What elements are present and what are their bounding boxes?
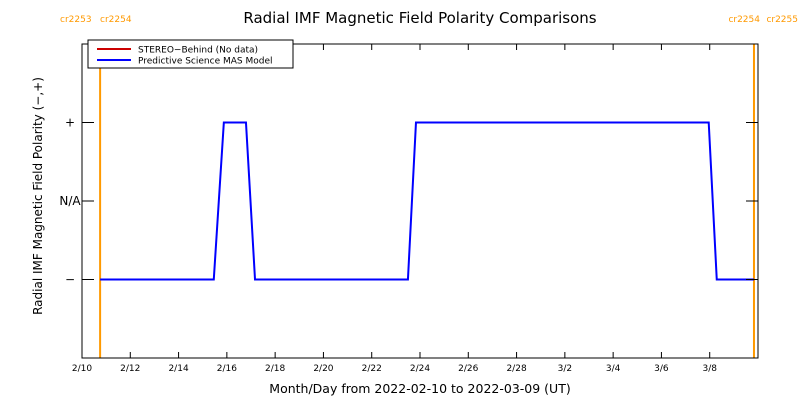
x-tick-label: 2/12 — [120, 364, 140, 374]
x-tick-label: 2/20 — [313, 364, 333, 374]
y-tick-label: N/A — [59, 194, 81, 208]
x-tick-label: 2/10 — [72, 364, 92, 374]
x-axis-label: Month/Day from 2022-02-10 to 2022-03-09 … — [269, 381, 570, 396]
x-tick-label: 2/18 — [265, 364, 285, 374]
rotation-label-left: cr2254 — [728, 15, 760, 25]
series-layer — [100, 121, 754, 281]
chart-title: Radial IMF Magnetic Field Polarity Compa… — [243, 9, 596, 27]
x-tick-label: 3/6 — [654, 364, 669, 374]
rotation-markers — [99, 44, 755, 358]
legend: STEREO−Behind (No data)Predictive Scienc… — [87, 39, 294, 69]
series-line-1 — [100, 121, 754, 281]
x-tick-label: 2/16 — [217, 364, 237, 374]
y-tick-label: + — [65, 116, 75, 130]
axis-ticks: 2/10 2/12 2/14 2/16 2/18 2/20 2/22 2/24 2/26 2/28… — [59, 44, 758, 374]
legend-box — [87, 39, 294, 69]
rotation-label-right: cr2254 — [100, 15, 132, 25]
y-axis-label: Radial IMF Magnetic Field Polarity (−,+) — [31, 77, 45, 315]
x-tick-label: 3/4 — [606, 364, 621, 374]
x-tick-label: 3/8 — [702, 364, 717, 374]
x-tick-label: 2/22 — [362, 364, 382, 374]
x-tick-label: 2/26 — [458, 364, 478, 374]
x-tick-label: 2/14 — [168, 364, 188, 374]
x-tick-label: 2/24 — [410, 364, 430, 374]
rotation-label-right: cr2255 — [766, 15, 798, 25]
legend-label: Predictive Science MAS Model — [138, 57, 273, 67]
rotation-label-left: cr2253 — [60, 15, 92, 25]
plot-frame — [81, 43, 759, 359]
x-tick-label: 2/28 — [506, 364, 526, 374]
y-tick-label: − — [65, 273, 75, 287]
legend-label: STEREO−Behind (No data) — [138, 46, 258, 56]
x-tick-label: 3/2 — [558, 364, 572, 374]
rotation-labels: cr2253 cr2254 cr2254 cr2255 — [60, 15, 798, 25]
